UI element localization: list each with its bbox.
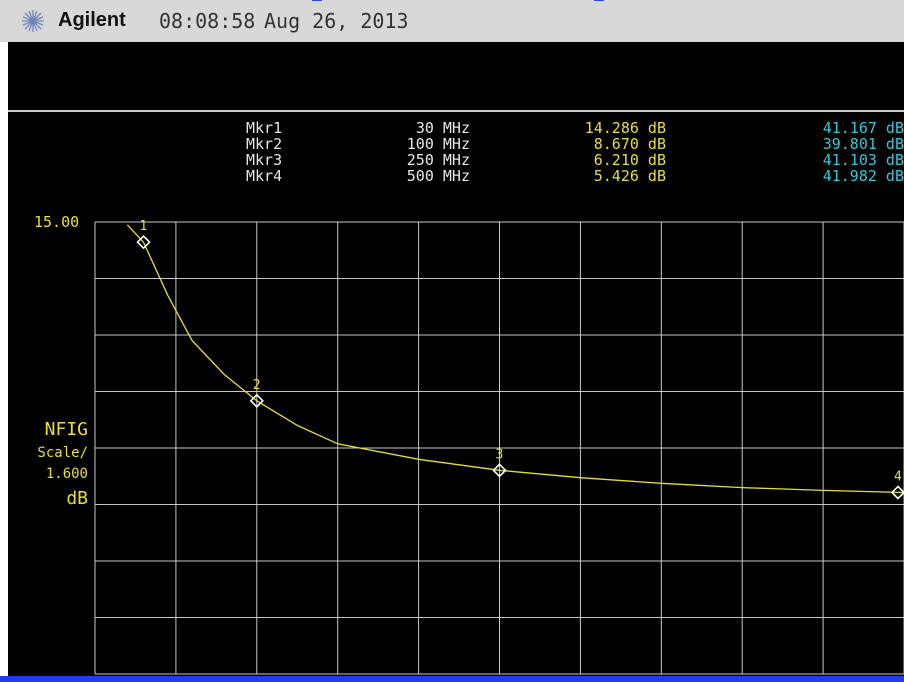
y-axis-scale-label: Scale/ <box>37 445 88 461</box>
marker-name: Mkr2 <box>246 135 283 153</box>
marker-diamond <box>890 485 904 500</box>
instrument-screen: Mkr1 30 MHz 14.286 dB 41.167 dB Mkr2 100… <box>8 42 904 682</box>
marker-gain: 39.801 dB <box>822 135 904 153</box>
top-bar: Agilent 08:08:58 Aug 26, 2013 <box>0 0 904 42</box>
marker-gain: 41.167 dB <box>822 119 904 137</box>
bottom-blue-edge <box>0 676 904 682</box>
marker-diamond <box>136 235 151 250</box>
plot-grid <box>94 221 904 675</box>
marker-name: Mkr3 <box>246 151 283 169</box>
y-axis-scale-value: 1.600 <box>45 466 88 482</box>
marker-noise-figure: 8.670 dB <box>593 135 666 153</box>
marker-name: Mkr1 <box>246 119 283 137</box>
marker-noise-figure: 6.210 dB <box>593 151 666 169</box>
brand-name: Agilent <box>58 9 126 31</box>
overlay-partial-text <box>312 0 604 1</box>
y-axis-label: NFIG <box>44 419 88 440</box>
title-strip <box>8 42 904 108</box>
marker-gain: 41.103 dB <box>822 151 904 169</box>
marker-frequency: 500 MHz <box>406 167 470 185</box>
marker-diamond <box>492 463 507 478</box>
y-axis-reference: 15.00 <box>34 213 80 231</box>
agilent-spark-icon <box>22 10 44 32</box>
marker-diamond <box>249 393 264 408</box>
marker-frequency: 30 MHz <box>415 119 470 137</box>
y-axis-unit: dB <box>66 488 88 509</box>
marker-number-label: 3 <box>496 447 504 462</box>
marker-number-label: 2 <box>253 378 261 393</box>
marker-noise-figure: 5.426 dB <box>593 167 666 185</box>
marker-name: Mkr4 <box>246 167 283 185</box>
marker-noise-figure: 14.286 dB <box>584 119 666 137</box>
marker-number-label: 1 <box>140 219 148 234</box>
divider-line <box>8 110 904 112</box>
clock-date: Aug 26, 2013 <box>264 9 409 33</box>
noise-figure-plot: 1 2 3 4 <box>94 219 904 675</box>
marker-frequency: 100 MHz <box>406 135 470 153</box>
marker-number-label: 4 <box>894 469 902 484</box>
marker-frequency: 250 MHz <box>406 151 470 169</box>
marker-layer: 1 2 3 4 <box>136 219 904 500</box>
marker-table: Mkr1 30 MHz 14.286 dB 41.167 dB Mkr2 100… <box>8 112 904 210</box>
clock-time: 08:08:58 <box>159 9 256 33</box>
nfig-trace <box>126 224 904 494</box>
marker-gain: 41.982 dB <box>822 167 904 185</box>
